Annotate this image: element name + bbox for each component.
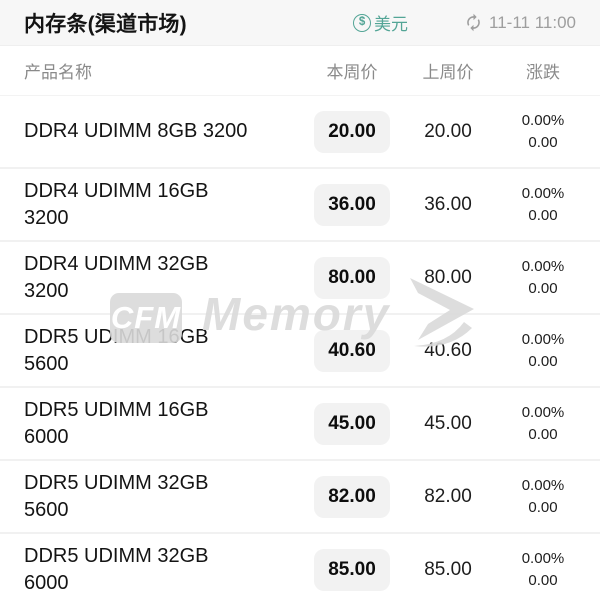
page-title: 内存条(渠道市场): [24, 12, 187, 36]
product-name: DDR5 UDIMM 16GB 5600: [24, 326, 209, 375]
price-change: 0.00% 0.00: [492, 329, 600, 373]
table-body: DDR4 UDIMM 8GB 3200 20.00 20.00 0.00% 0.…: [0, 96, 600, 598]
refresh-control[interactable]: 11-11 11:00: [464, 13, 576, 33]
change-absolute: 0.00: [528, 133, 558, 151]
table-row[interactable]: DDR5 UDIMM 32GB 6000 85.00 85.00 0.00% 0…: [0, 534, 600, 598]
last-week-price: 85.00: [424, 558, 472, 580]
change-percent: 0.00%: [521, 257, 565, 275]
change-absolute: 0.00: [528, 352, 558, 370]
topbar: 内存条(渠道市场) $ 美元 11-11 11:00: [0, 0, 600, 46]
dollar-icon: $: [353, 13, 372, 32]
price-change: 0.00% 0.00: [492, 110, 600, 154]
table-header: 产品名称 本周价 上周价 涨跌: [0, 46, 600, 96]
last-week-price: 20.00: [424, 120, 472, 142]
product-name: DDR5 UDIMM 32GB 6000: [24, 545, 209, 594]
column-header-product: 产品名称: [24, 63, 92, 82]
this-week-price-badge: 80.00: [314, 256, 390, 299]
refresh-icon: [467, 13, 480, 32]
last-week-price: 40.60: [424, 339, 472, 361]
currency-toggle[interactable]: $ 美元: [353, 10, 408, 35]
change-percent: 0.00%: [521, 403, 565, 421]
price-change: 0.00% 0.00: [492, 183, 600, 227]
product-name: DDR5 UDIMM 32GB 5600: [24, 472, 209, 521]
this-week-price-badge: 45.00: [314, 402, 390, 445]
change-absolute: 0.00: [528, 425, 558, 443]
last-week-price: 82.00: [424, 485, 472, 507]
last-week-price: 45.00: [424, 412, 472, 434]
change-absolute: 0.00: [528, 498, 558, 516]
product-name: DDR4 UDIMM 32GB 3200: [24, 253, 209, 302]
change-percent: 0.00%: [521, 184, 565, 202]
currency-label: 美元: [374, 15, 409, 34]
table-row[interactable]: DDR4 UDIMM 8GB 3200 20.00 20.00 0.00% 0.…: [0, 96, 600, 169]
price-change: 0.00% 0.00: [492, 475, 600, 519]
change-absolute: 0.00: [528, 571, 558, 589]
table-row[interactable]: DDR5 UDIMM 16GB 6000 45.00 45.00 0.00% 0…: [0, 388, 600, 461]
table-row[interactable]: DDR5 UDIMM 32GB 5600 82.00 82.00 0.00% 0…: [0, 461, 600, 534]
column-header-change: 涨跌: [526, 63, 560, 82]
price-change: 0.00% 0.00: [492, 256, 600, 300]
this-week-price-badge: 36.00: [314, 183, 390, 226]
table-row[interactable]: DDR4 UDIMM 16GB 3200 36.00 36.00 0.00% 0…: [0, 169, 600, 242]
this-week-price-badge: 85.00: [314, 548, 390, 591]
table-row[interactable]: DDR4 UDIMM 32GB 3200 80.00 80.00 0.00% 0…: [0, 242, 600, 315]
column-header-last-week: 上周价: [422, 63, 474, 82]
product-name: DDR5 UDIMM 16GB 6000: [24, 399, 209, 448]
change-absolute: 0.00: [528, 279, 558, 297]
table-row[interactable]: DDR5 UDIMM 16GB 5600 40.60 40.60 0.00% 0…: [0, 315, 600, 388]
change-percent: 0.00%: [521, 111, 565, 129]
product-name: DDR4 UDIMM 16GB 3200: [24, 180, 209, 229]
price-change: 0.00% 0.00: [492, 402, 600, 446]
last-week-price: 36.00: [424, 193, 472, 215]
column-header-this-week: 本周价: [326, 63, 378, 82]
refresh-time: 11-11 11:00: [489, 12, 576, 32]
product-name: DDR4 UDIMM 8GB 3200: [24, 120, 248, 143]
this-week-price-badge: 40.60: [314, 329, 390, 372]
price-change: 0.00% 0.00: [492, 548, 600, 592]
this-week-price-badge: 82.00: [314, 475, 390, 518]
this-week-price-badge: 20.00: [314, 110, 390, 153]
last-week-price: 80.00: [424, 266, 472, 288]
change-percent: 0.00%: [521, 330, 565, 348]
change-absolute: 0.00: [528, 206, 558, 224]
change-percent: 0.00%: [521, 476, 565, 494]
change-percent: 0.00%: [521, 549, 565, 567]
